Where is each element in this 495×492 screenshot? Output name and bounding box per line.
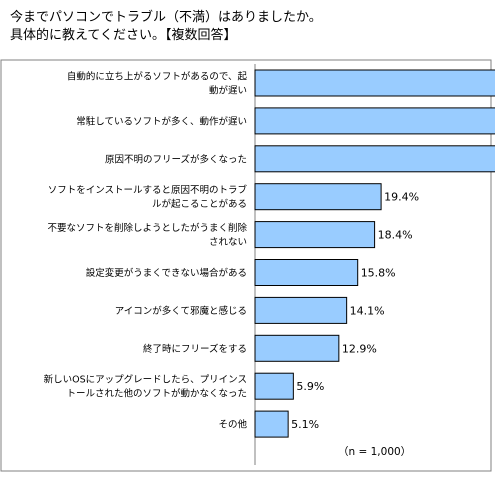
category-label-8: 新しいOSにアップグレードしたら、プリインストールされた他のソフトが動かなくなっ… — [44, 374, 247, 400]
category-label-9: その他 — [218, 419, 247, 431]
bar-7 — [254, 334, 340, 362]
category-label-7: 終了時にフリーズをする — [143, 343, 247, 355]
category-label-6: アイコンが多くて邪魔と感じる — [115, 305, 247, 317]
value-label-3: 19.4% — [384, 191, 419, 204]
category-label-8-line-1: トールされた他のソフトが動かなくなった — [66, 388, 247, 400]
category-label-9-line-0: その他 — [218, 419, 247, 431]
value-label-9: 5.1% — [291, 418, 319, 431]
value-label-5: 15.8% — [361, 267, 396, 280]
bars — [254, 69, 495, 438]
bar-1 — [254, 107, 495, 135]
category-label-7-line-0: 終了時にフリーズをする — [143, 343, 247, 355]
category-label-4: 不要なソフトを削除しようとしたがうまく削除されない — [47, 222, 247, 248]
bar-6 — [254, 296, 348, 324]
bar-3 — [254, 183, 382, 211]
value-label-4: 18.4% — [378, 229, 413, 242]
category-label-3: ソフトをインストールすると原因不明のトラブルが起こることがある — [48, 184, 248, 210]
sample-size-note: （n = 1,000） — [338, 446, 412, 458]
category-label-6-line-0: アイコンが多くて邪魔と感じる — [115, 305, 247, 317]
value-label-7: 12.9% — [342, 342, 377, 355]
bar-4 — [254, 221, 376, 249]
category-label-5: 設定変更がうまくできない場合がある — [86, 267, 247, 279]
category-label-3-line-0: ソフトをインストールすると原因不明のトラブ — [48, 184, 248, 196]
value-labels: 46.5%45.2%37.0%19.4%18.4%15.8%14.1%12.9%… — [291, 191, 419, 431]
category-label-4-line-0: 不要なソフトを削除しようとしたがうまく削除 — [47, 222, 247, 234]
category-label-1: 常駐しているソフトが多く、動作が遅い — [76, 115, 247, 127]
category-label-5-line-0: 設定変更がうまくできない場合がある — [86, 267, 247, 279]
bar-8 — [254, 372, 294, 400]
category-label-2: 原因不明のフリーズが多くなった — [105, 153, 247, 165]
category-label-0-line-0: 自動的に立ち上がるソフトがあるので、起 — [67, 71, 248, 83]
plot-area — [0, 59, 492, 472]
category-label-1-line-0: 常駐しているソフトが多く、動作が遅い — [76, 115, 247, 127]
bar-0 — [254, 69, 495, 97]
bar-5 — [254, 259, 359, 286]
category-label-4-line-1: されない — [209, 237, 247, 248]
bar-2 — [254, 145, 495, 173]
bar-9 — [254, 410, 289, 438]
chart-title: 今までパソコンでトラブル（不満）はありましたか。 具体的に教えてください。【複数… — [10, 10, 322, 43]
value-label-8: 5.9% — [296, 380, 324, 393]
category-label-0-line-1: 動が遅い — [209, 85, 247, 97]
category-label-3-line-1: ルが起こることがある — [152, 198, 247, 210]
value-label-6: 14.1% — [350, 304, 385, 317]
category-label-8-line-0: 新しいOSにアップグレードしたら、プリインス — [44, 374, 247, 386]
category-label-0: 自動的に立ち上がるソフトがあるので、起動が遅い — [67, 71, 248, 97]
category-labels: 自動的に立ち上がるソフトがあるので、起動が遅い常駐しているソフトが多く、動作が遅… — [44, 71, 248, 431]
category-label-2-line-0: 原因不明のフリーズが多くなった — [105, 153, 247, 165]
